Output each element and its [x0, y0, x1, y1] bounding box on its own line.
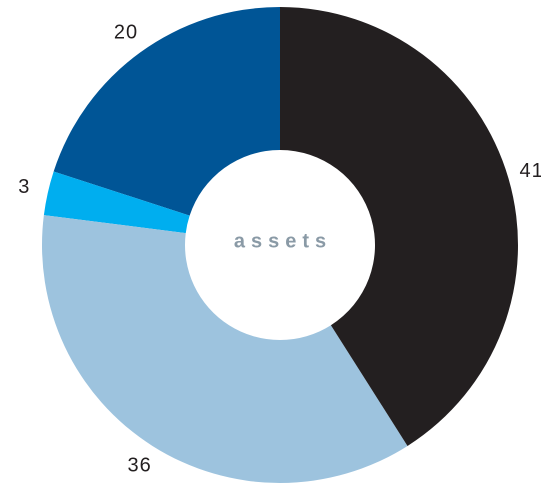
value-label: 3 — [18, 176, 30, 198]
center-label: assets — [234, 230, 332, 252]
donut-slice — [43, 171, 190, 234]
donut-slice — [41, 215, 408, 484]
value-label: 20 — [114, 21, 138, 43]
value-label: 41 — [519, 160, 541, 182]
value-label: 36 — [127, 454, 151, 476]
donut-slice — [53, 7, 281, 216]
donut-slice — [280, 7, 518, 446]
